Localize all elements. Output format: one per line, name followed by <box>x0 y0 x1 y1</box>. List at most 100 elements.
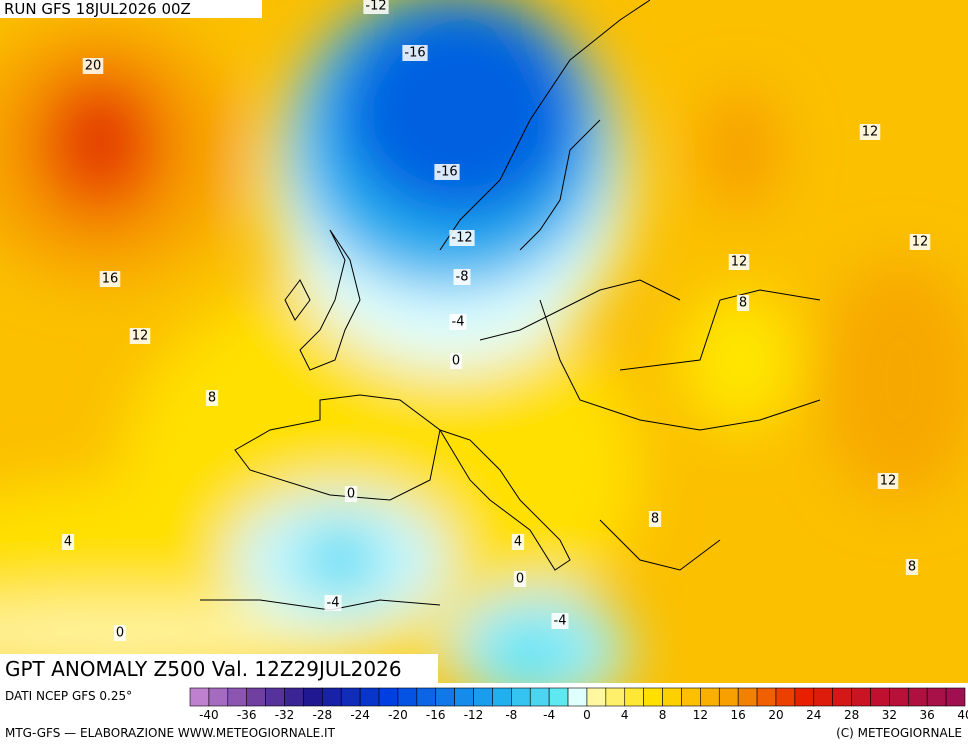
scale-label: 12 <box>693 708 708 722</box>
source: DATI NCEP GFS 0.25° <box>5 689 132 703</box>
contour-label-bg <box>551 613 569 629</box>
header-bg <box>0 0 262 18</box>
scale-label: -36 <box>237 708 257 722</box>
scale-box <box>435 687 455 707</box>
contour-label-bg <box>648 511 662 527</box>
scale-box <box>359 687 380 707</box>
contour-label: 12 <box>862 125 879 140</box>
footer-left: MTG-GFS — ELABORAZIONE WWW.METEOGIORNALE… <box>5 726 336 740</box>
scale-label: 24 <box>806 708 821 722</box>
title-bg <box>0 654 438 683</box>
scale-box <box>473 687 493 707</box>
scale-box <box>586 687 607 707</box>
map-title: GPT ANOMALY Z500 Val. 12Z29JUL2026 <box>5 657 402 681</box>
scale-label: 8 <box>659 708 667 722</box>
scale-label: -20 <box>388 708 408 722</box>
contour-label: 8 <box>739 296 747 311</box>
contour-label-bg <box>736 295 750 311</box>
scale-box <box>227 687 248 707</box>
contour-label: 12 <box>731 255 748 270</box>
scale-box <box>548 687 569 707</box>
contour-label: 16 <box>102 272 119 287</box>
contour-label-bg <box>363 0 389 14</box>
scale-box <box>303 687 323 707</box>
contour-label: -4 <box>554 614 567 629</box>
scale-label: 20 <box>768 708 783 722</box>
scale-box <box>208 687 229 707</box>
scale-box <box>662 687 682 707</box>
scale-box <box>624 687 644 707</box>
scale-box <box>529 687 550 707</box>
scale-label: 4 <box>621 708 629 722</box>
scale-box <box>416 687 437 707</box>
contour-label: 4 <box>514 535 522 550</box>
contour-label: -4 <box>327 596 340 611</box>
contour-label: 0 <box>347 487 355 502</box>
contour-label: 20 <box>85 59 102 74</box>
scale-box <box>794 687 815 707</box>
contour-label-bg <box>877 473 899 489</box>
scale-box <box>851 687 871 707</box>
scale-label: -4 <box>543 708 555 722</box>
scale-label: -16 <box>426 708 446 722</box>
contour-label-bg <box>905 559 919 575</box>
contour-label: 12 <box>880 474 897 489</box>
scale-box <box>492 687 512 707</box>
contour-label-bg <box>859 124 881 140</box>
contour-label: -16 <box>436 165 457 180</box>
scale-label: 0 <box>583 708 591 722</box>
contour-label-bg <box>99 271 121 287</box>
contour-label-bg <box>402 45 428 61</box>
map: -12 20 -16 12 -16 -12 12 16 -8 12 8 -4 12 0 8 0 12 8 4 4 0 -4… <box>0 0 968 683</box>
scale-box <box>511 687 531 707</box>
scale-box <box>813 687 833 707</box>
run-header: RUN GFS 18JUL2026 00Z <box>4 0 191 18</box>
coastlines <box>200 0 821 611</box>
scale-box <box>681 687 701 707</box>
scale-box <box>265 687 285 707</box>
scale-box <box>737 687 758 707</box>
contour-label-bg <box>449 314 467 330</box>
footer-right: (C) METEOGIORNALE <box>836 726 962 740</box>
scale-label: -12 <box>464 708 484 722</box>
scale-label: 36 <box>920 708 935 722</box>
scale-box <box>322 687 342 707</box>
contour-label: -12 <box>365 0 386 14</box>
scale-label: 28 <box>844 708 859 722</box>
contour-label-bg <box>324 595 342 611</box>
scale-box <box>700 687 720 707</box>
contour-label-bg <box>113 625 127 641</box>
scale-label: -8 <box>505 708 517 722</box>
scale-box <box>907 687 928 707</box>
contour-label: -12 <box>451 231 472 246</box>
contour-label: 0 <box>116 626 124 641</box>
scale-label: 16 <box>731 708 746 722</box>
contour-label: 8 <box>208 391 216 406</box>
scale-box <box>397 687 418 707</box>
scale-box <box>945 687 966 707</box>
contour-label: 8 <box>651 512 659 527</box>
scale-label: -40 <box>199 708 219 722</box>
contour-label-bg <box>129 328 151 344</box>
contour-label-bg <box>344 486 358 502</box>
scale-label: -28 <box>313 708 333 722</box>
contour-label: 0 <box>516 572 524 587</box>
scale-box <box>567 687 588 707</box>
scale-box <box>340 687 361 707</box>
scale-label: -32 <box>275 708 295 722</box>
scale-box <box>870 687 890 707</box>
scale-label: 40 <box>957 708 968 722</box>
contour-label: -4 <box>452 315 465 330</box>
scale-box <box>189 687 210 707</box>
scale-box <box>643 687 663 707</box>
contour-label: -16 <box>404 46 425 61</box>
scale-box <box>889 687 909 707</box>
contour-label-bg <box>453 269 471 285</box>
contour-label-bg <box>61 534 75 550</box>
contour-label: 0 <box>452 354 460 369</box>
scale-label: 32 <box>882 708 897 722</box>
scale-label: -24 <box>350 708 370 722</box>
color-scale: -40 -36 -32 -28 -24 -20 -16 -12 -8 -4 0 4 8 12 16 20 24 2… <box>189 687 968 722</box>
contour-label-bg <box>449 230 475 246</box>
